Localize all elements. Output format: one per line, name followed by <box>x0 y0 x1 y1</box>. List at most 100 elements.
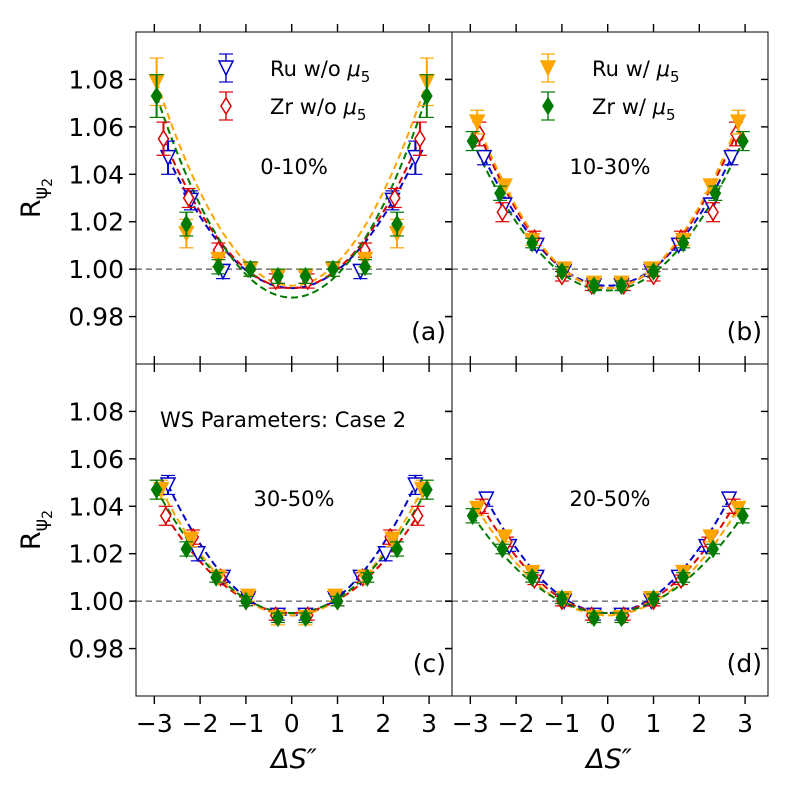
centrality-label: 30-50% <box>254 487 335 511</box>
data-point <box>496 539 509 559</box>
data-point <box>730 114 747 131</box>
data-point <box>494 183 506 203</box>
fit-curve-4 <box>471 140 744 292</box>
data-point <box>157 129 170 149</box>
panel-c: 0.98 1.00 1.02 1.04 1.06 1.08 −3 −2 −1 0 1 2 3 (c) 30-… <box>68 356 453 738</box>
x-axis-label-right: ΔS″ <box>584 744 632 775</box>
data-point <box>299 608 312 628</box>
panels: 0.98 1.00 1.02 1.04 1.06 1.08 (a) 0-10% (b) 10-30… <box>68 24 769 738</box>
legend-marker <box>539 60 557 77</box>
x-tick-label: 1 <box>330 709 346 738</box>
data-point <box>150 86 163 106</box>
data-point <box>414 129 426 149</box>
panel-label: (a) <box>411 317 446 346</box>
y-tick-label: 0.98 <box>68 635 124 664</box>
data-point <box>707 202 719 222</box>
data-point <box>272 266 284 286</box>
panel-frame <box>451 363 769 697</box>
data-point <box>159 149 177 167</box>
data-point <box>212 257 225 277</box>
data-point <box>391 214 403 234</box>
data-point <box>736 131 749 151</box>
data-point <box>299 266 312 286</box>
fit-curve-1 <box>167 157 417 290</box>
axis-labels: Rψ2 Rψ2 ΔS″ ΔS″ <box>16 178 632 775</box>
panel-label: (c) <box>413 649 446 678</box>
data-point <box>588 608 600 628</box>
series-4 <box>149 479 434 628</box>
legend-entry-2: Zr w/o μ5 <box>219 91 366 124</box>
series-4 <box>465 131 750 296</box>
fit-curve-4 <box>155 489 428 615</box>
x-tick-label: 2 <box>691 709 707 738</box>
data-point <box>556 262 568 281</box>
data-point <box>210 568 223 587</box>
data-point <box>466 131 479 151</box>
legend-entry-4: Zr w/ μ5 <box>541 91 676 124</box>
legend-entry-3: Ru w/ μ5 <box>539 53 679 86</box>
centrality-label: 10-30% <box>570 155 651 179</box>
x-tick-label: 3 <box>421 709 437 738</box>
panel-a: 0.98 1.00 1.02 1.04 1.06 1.08 (a) 0-10% <box>68 24 453 372</box>
y-tick-label: 1.00 <box>68 587 124 616</box>
data-point <box>526 233 539 253</box>
data-point <box>359 257 371 277</box>
series-4 <box>465 506 750 628</box>
data-point <box>182 531 200 549</box>
data-point <box>475 149 493 167</box>
data-point <box>327 259 339 279</box>
legend-label: Ru w/ μ5 <box>592 57 679 86</box>
legend-marker <box>220 96 232 116</box>
data-point <box>496 202 509 222</box>
fit-curve-3 <box>160 489 424 617</box>
x-tick-label: 0 <box>284 709 300 738</box>
data-point <box>677 233 690 253</box>
data-point <box>588 276 600 296</box>
data-point <box>647 589 660 609</box>
legend-label: Zr w/o μ5 <box>270 95 366 124</box>
data-point <box>150 480 163 500</box>
fit-curve-2 <box>162 138 421 290</box>
fit-curve-1 <box>485 498 730 615</box>
data-point <box>180 539 193 559</box>
panel-label: (d) <box>727 649 762 678</box>
fit-curve-1 <box>483 157 733 287</box>
data-point <box>615 276 628 296</box>
x-tick-label: 2 <box>375 709 391 738</box>
x-tick-label: −3 <box>452 709 489 738</box>
y-tick-label: 1.04 <box>68 160 124 189</box>
legend-label: Zr w/ μ5 <box>592 95 676 124</box>
x-tick-label: −2 <box>498 709 535 738</box>
x-axis-label-left: ΔS″ <box>269 744 317 775</box>
series-2 <box>156 121 427 291</box>
fit-curve-3 <box>476 508 740 617</box>
y-tick-label: 1.02 <box>68 208 124 237</box>
data-point <box>466 506 479 526</box>
ws-parameters-annotation: WS Parameters: Case 2 <box>160 408 406 432</box>
fit-curve-2 <box>480 505 735 615</box>
x-tick-label: 0 <box>600 709 616 738</box>
legend-entry-1: Ru w/o μ5 <box>217 53 370 86</box>
data-point <box>736 506 749 526</box>
data-point <box>384 531 401 549</box>
legend-marker <box>217 60 235 77</box>
data-point <box>407 149 424 167</box>
data-point <box>159 506 172 526</box>
data-point <box>677 568 690 587</box>
data-point <box>361 568 374 587</box>
data-point <box>331 591 344 611</box>
x-tick-label: −1 <box>227 709 264 738</box>
x-tick-label: −2 <box>182 709 219 738</box>
data-point <box>615 608 628 628</box>
centrality-label: 20-50% <box>570 487 651 511</box>
data-point <box>272 608 284 628</box>
data-point <box>391 539 403 559</box>
data-point <box>556 589 568 609</box>
fit-curve-4 <box>155 95 428 299</box>
data-point <box>707 539 719 559</box>
y-axis-label-top: Rψ2 <box>16 178 56 218</box>
legend-marker <box>542 96 554 116</box>
data-point <box>723 149 740 167</box>
series-4 <box>149 74 434 286</box>
x-tick-label: −1 <box>543 709 580 738</box>
